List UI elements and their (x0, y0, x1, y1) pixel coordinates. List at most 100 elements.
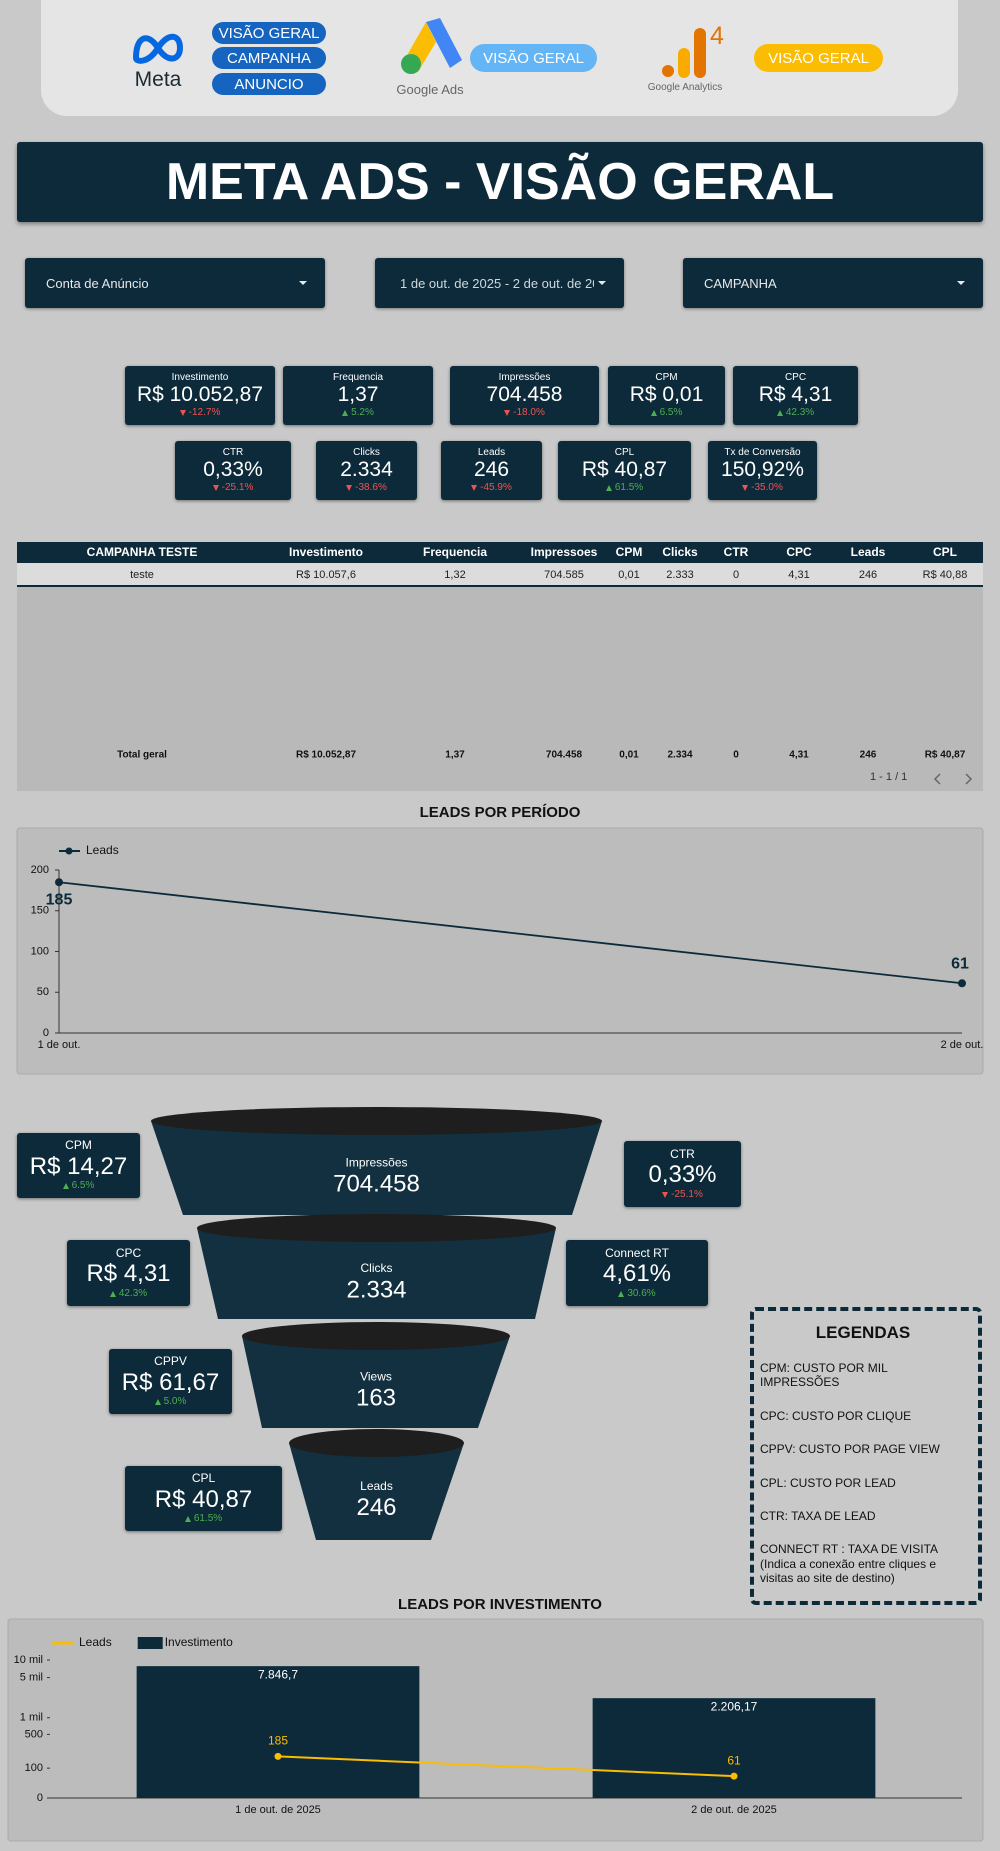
kpi-delta: 5.2% (342, 407, 374, 419)
nav-button[interactable]: VISÃO GERAL (470, 44, 597, 72)
filter-dropdown[interactable]: CAMPANHA (683, 258, 983, 308)
kpi-value: 704.458 (486, 383, 563, 407)
ga-dot (662, 65, 674, 77)
kpi-label: Leads (477, 446, 506, 458)
funnel-label: Leads (360, 1479, 393, 1493)
delta-text: 5.0% (163, 1396, 187, 1408)
table-header-cell: Frequencia (422, 545, 488, 559)
kpi-label: Tx de Conversão (724, 446, 801, 458)
y-tick-label: 200 (31, 864, 49, 876)
funnel-value: 2.334 (346, 1276, 406, 1303)
meta-logo-text: Meta (134, 68, 182, 91)
funnel-stage (289, 1443, 464, 1540)
table-cell: teste (130, 569, 154, 581)
kpi-value: 0,33% (203, 458, 263, 482)
table-cell: 1,32 (444, 569, 466, 581)
kpi-value: 246 (473, 458, 510, 482)
data-point (958, 979, 966, 988)
kpi-label: Impressões (498, 371, 551, 383)
legend-marker (65, 847, 73, 855)
legend-label: Leads (79, 1635, 112, 1649)
funnel-value: 246 (356, 1494, 396, 1521)
delta-text: 61.5% (193, 1513, 223, 1525)
nav-button[interactable]: CAMPANHA (212, 47, 326, 69)
kpi-value: 4,61% (602, 1260, 672, 1288)
table-total-cell: 1,37 (445, 749, 465, 761)
kpi-card: CTR 0,33% -25.1% (624, 1141, 741, 1207)
x-tick-label: 1 de out. (38, 1039, 81, 1051)
kpi-delta: -12.7% (179, 407, 220, 419)
nav-button[interactable]: VISÃO GERAL (754, 44, 883, 72)
kpi-card: Tx de Conversão 150,92% -35.0% (708, 441, 817, 500)
delta-arrow (776, 409, 783, 416)
ga-badge: 4 (710, 22, 724, 50)
table-total-cell: 2.334 (667, 749, 693, 761)
data-label: 61 (951, 956, 969, 973)
kpi-value: 150,92% (721, 458, 804, 482)
kpi-delta: 42.3% (776, 406, 815, 419)
delta-arrow (650, 409, 657, 416)
meta-icon (132, 33, 184, 64)
delta-text: 61.5% (614, 481, 644, 493)
kpi-delta: 5.0% (154, 1396, 187, 1408)
funnel-label: Impressões (345, 1155, 407, 1169)
y-tick-label: 10 mil (14, 1654, 43, 1666)
table-total-cell: R$ 40,87 (924, 749, 966, 761)
kpi-label: Frequencia (332, 371, 384, 383)
kpi-value: R$ 40,87 (581, 458, 668, 482)
legend-item: CPC: CUSTO POR CLIQUE (760, 1408, 912, 1423)
table-total-cell: Total geral (117, 749, 167, 761)
kpi-value: R$ 61,67 (121, 1368, 220, 1396)
kpi-card: CTR 0,33% -25.1% (175, 441, 291, 500)
kpi-label: CPM (65, 1138, 92, 1153)
delta-arrow (605, 484, 612, 491)
data-point (55, 878, 63, 887)
delta-arrow (342, 409, 349, 416)
kpi-label: CPC (784, 371, 807, 383)
date-filter[interactable]: 1 de out. de 2025 - 2 de out. de 2025 (375, 258, 624, 308)
nav-button[interactable]: ANUNCIO (212, 73, 326, 95)
funnel-value: 704.458 (333, 1171, 420, 1198)
kpi-label: CTR (670, 1146, 695, 1161)
kpi-value: R$ 0,01 (629, 383, 704, 407)
meta-infinity (132, 33, 184, 64)
delta-text: -38.6% (355, 481, 387, 493)
data-point (274, 1752, 282, 1760)
bar-label: 2.206,17 (711, 1699, 758, 1713)
kpi-label: CPC (115, 1245, 142, 1260)
delta-text: 6.5% (71, 1180, 95, 1192)
filter-dropdown[interactable]: Conta de Anúncio (25, 258, 325, 308)
bar (592, 1698, 876, 1798)
delta-arrow (346, 484, 353, 491)
filter-text: Conta de Anúncio (46, 275, 149, 291)
dropdown-arrow (957, 281, 965, 285)
funnel-stage (242, 1336, 510, 1428)
next-page[interactable] (965, 773, 973, 785)
funnel-label: Clicks (361, 1261, 393, 1275)
kpi-delta: -45.9% (471, 481, 512, 494)
data-label: 61 (727, 1753, 741, 1767)
prev-page[interactable] (933, 773, 941, 785)
kpi-value: R$ 10.052,87 (136, 383, 264, 407)
funnel-rim (151, 1107, 602, 1135)
delta-arrow (62, 1183, 69, 1190)
nav-button[interactable]: VISÃO GERAL (212, 22, 326, 44)
table-header-cell: Investimento (288, 545, 364, 559)
kpi-label: CPM (655, 371, 678, 383)
kpi-delta: 42.3% (109, 1287, 148, 1300)
delta-text: 42.3% (785, 406, 815, 418)
ads-green (401, 54, 421, 74)
delta-text: 42.3% (118, 1287, 148, 1299)
google-ads-text: Google Ads (396, 82, 464, 97)
bar-label: 7.846,7 (258, 1667, 298, 1681)
legend-box: LEGENDAS CPM: CUSTO POR MIL IMPRESSÕES CP… (750, 1307, 982, 1605)
table-cell: 246 (858, 569, 878, 581)
delta-arrow (742, 484, 749, 491)
kpi-card: Clicks 2.334 -38.6% (316, 441, 417, 500)
kpi-value: 0,33% (648, 1161, 717, 1189)
y-tick-label: 0 (43, 1027, 49, 1039)
legend-item: CTR: TAXA DE LEAD (760, 1508, 876, 1523)
kpi-card: CPC R$ 4,31 42.3% (733, 366, 858, 425)
delta-text: -45.9% (480, 481, 512, 493)
